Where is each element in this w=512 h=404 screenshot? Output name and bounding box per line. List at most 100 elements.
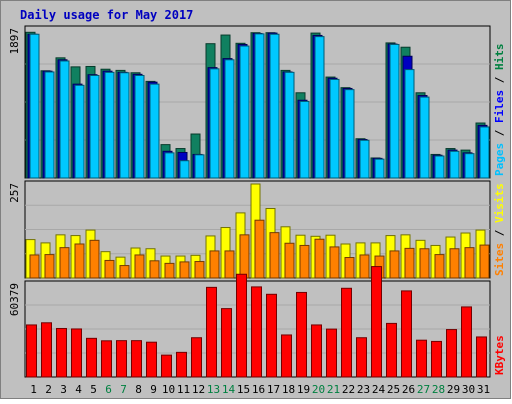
bar-pages-day-24 (374, 158, 385, 179)
chart-panels: 1897 Pages / Files / Hits 257 Sites / Visit… (8, 25, 506, 378)
x-tick-label-26: 26 (402, 383, 415, 396)
x-tick-label-30: 30 (462, 383, 475, 396)
legend-entry: Visits (493, 183, 506, 223)
x-tick-label-11: 11 (177, 383, 190, 396)
bar-sites-day-26 (404, 247, 415, 279)
bar-kbytes-day-25 (386, 322, 397, 378)
bar-kbytes-day-14 (221, 308, 232, 378)
x-tick-label-7: 7 (120, 383, 127, 396)
bar-pages-day-25 (389, 43, 400, 179)
bar-kbytes-day-19 (296, 291, 307, 378)
x-tick-label-20: 20 (312, 383, 325, 396)
x-tick-label-27: 27 (417, 383, 430, 396)
legend-entry: / (493, 223, 506, 243)
bar-sites-day-1 (29, 254, 40, 279)
panel-legend: KBytes (493, 335, 506, 375)
bar-pages-day-15 (239, 45, 250, 179)
bar-pages-day-7 (119, 72, 130, 179)
bar-sites-day-2 (44, 254, 55, 279)
bar-sites-day-17 (269, 232, 280, 279)
bar-sites-day-8 (134, 254, 145, 279)
x-tick-label-1: 1 (30, 383, 37, 396)
bar-sites-day-25 (389, 250, 400, 279)
bar-pages-day-20 (314, 36, 325, 179)
x-tick-label-28: 28 (432, 383, 445, 396)
bar-sites-day-3 (59, 247, 70, 279)
series-pages (29, 33, 490, 179)
bar-sites-day-19 (299, 244, 310, 279)
bar-kbytes-day-6 (101, 340, 112, 378)
x-tick-label-22: 22 (342, 383, 355, 396)
bar-sites-day-21 (329, 246, 340, 279)
bar-pages-day-22 (344, 89, 355, 179)
bar-sites-day-30 (464, 247, 475, 279)
bar-kbytes-day-28 (431, 340, 442, 378)
bar-sites-day-28 (434, 254, 445, 279)
bar-sites-day-4 (74, 243, 85, 279)
x-tick-label-10: 10 (162, 383, 175, 396)
x-tick-label-3: 3 (60, 383, 67, 396)
bar-pages-day-21 (329, 78, 340, 179)
bar-pages-day-5 (89, 74, 100, 179)
bar-kbytes-day-13 (206, 286, 217, 378)
bar-kbytes-day-21 (326, 328, 337, 378)
bar-kbytes-day-31 (476, 336, 487, 378)
x-tick-label-31: 31 (477, 383, 490, 396)
bar-kbytes-day-7 (116, 340, 127, 378)
bar-pages-day-11 (179, 160, 190, 179)
bar-kbytes-day-26 (401, 290, 412, 378)
bar-pages-day-19 (299, 100, 310, 179)
bar-sites-day-16 (254, 219, 265, 279)
bar-pages-day-2 (44, 71, 55, 179)
legend-entry: Files (493, 90, 506, 123)
bar-kbytes-day-4 (71, 328, 82, 378)
bar-sites-day-10 (164, 262, 175, 279)
bar-pages-day-29 (449, 150, 460, 179)
bar-pages-day-14 (224, 59, 235, 179)
bar-pages-day-6 (104, 71, 115, 179)
x-tick-label-13: 13 (207, 383, 220, 396)
bar-pages-day-9 (149, 83, 160, 179)
x-tick-label-15: 15 (237, 383, 250, 396)
bar-kbytes-day-12 (191, 337, 202, 378)
bar-sites-day-6 (104, 259, 115, 279)
series-kbytes (26, 266, 487, 378)
bar-pages-day-13 (209, 68, 220, 179)
bar-kbytes-day-18 (281, 334, 292, 378)
x-tick-label-24: 24 (372, 383, 386, 396)
bar-sites-day-27 (419, 248, 430, 279)
bar-kbytes-day-11 (176, 351, 187, 378)
bar-pages-day-31 (479, 126, 490, 179)
bar-pages-day-1 (29, 33, 40, 179)
bar-kbytes-day-15 (236, 273, 247, 378)
x-tick-label-6: 6 (105, 383, 112, 396)
x-tick-label-29: 29 (447, 383, 460, 396)
bar-kbytes-day-24 (371, 266, 382, 378)
bar-pages-day-4 (74, 84, 85, 179)
bar-pages-day-8 (134, 74, 145, 179)
bar-kbytes-day-5 (86, 337, 97, 378)
bar-kbytes-day-1 (26, 324, 37, 378)
chart-title: Daily usage for May 2017 (20, 8, 193, 22)
x-axis-tick-labels: 1 2 3 4 5 6 7 8 9 10 11 12 13 14 15 16 17 18 19 20 21 22 23 24 2… (30, 383, 490, 396)
x-tick-label-8: 8 (135, 383, 142, 396)
bar-pages-day-18 (284, 71, 295, 179)
bar-kbytes-day-22 (341, 287, 352, 378)
bar-sites-day-13 (209, 250, 220, 279)
bar-pages-day-30 (464, 153, 475, 179)
x-tick-label-17: 17 (267, 383, 280, 396)
x-tick-label-5: 5 (90, 383, 97, 396)
x-tick-label-4: 4 (75, 383, 82, 396)
bar-sites-day-14 (224, 250, 235, 279)
legend-entry: Sites (493, 243, 506, 276)
bar-sites-day-23 (359, 254, 370, 279)
bar-pages-day-16 (254, 33, 265, 179)
bar-pages-day-10 (164, 152, 175, 179)
bar-kbytes-day-8 (131, 340, 142, 378)
bar-sites-day-20 (314, 238, 325, 279)
x-tick-label-9: 9 (150, 383, 157, 396)
legend-entry: Pages (493, 143, 506, 176)
x-tick-label-18: 18 (282, 383, 295, 396)
bar-pages-day-26 (404, 69, 415, 179)
legend-entry: KBytes (493, 335, 506, 375)
